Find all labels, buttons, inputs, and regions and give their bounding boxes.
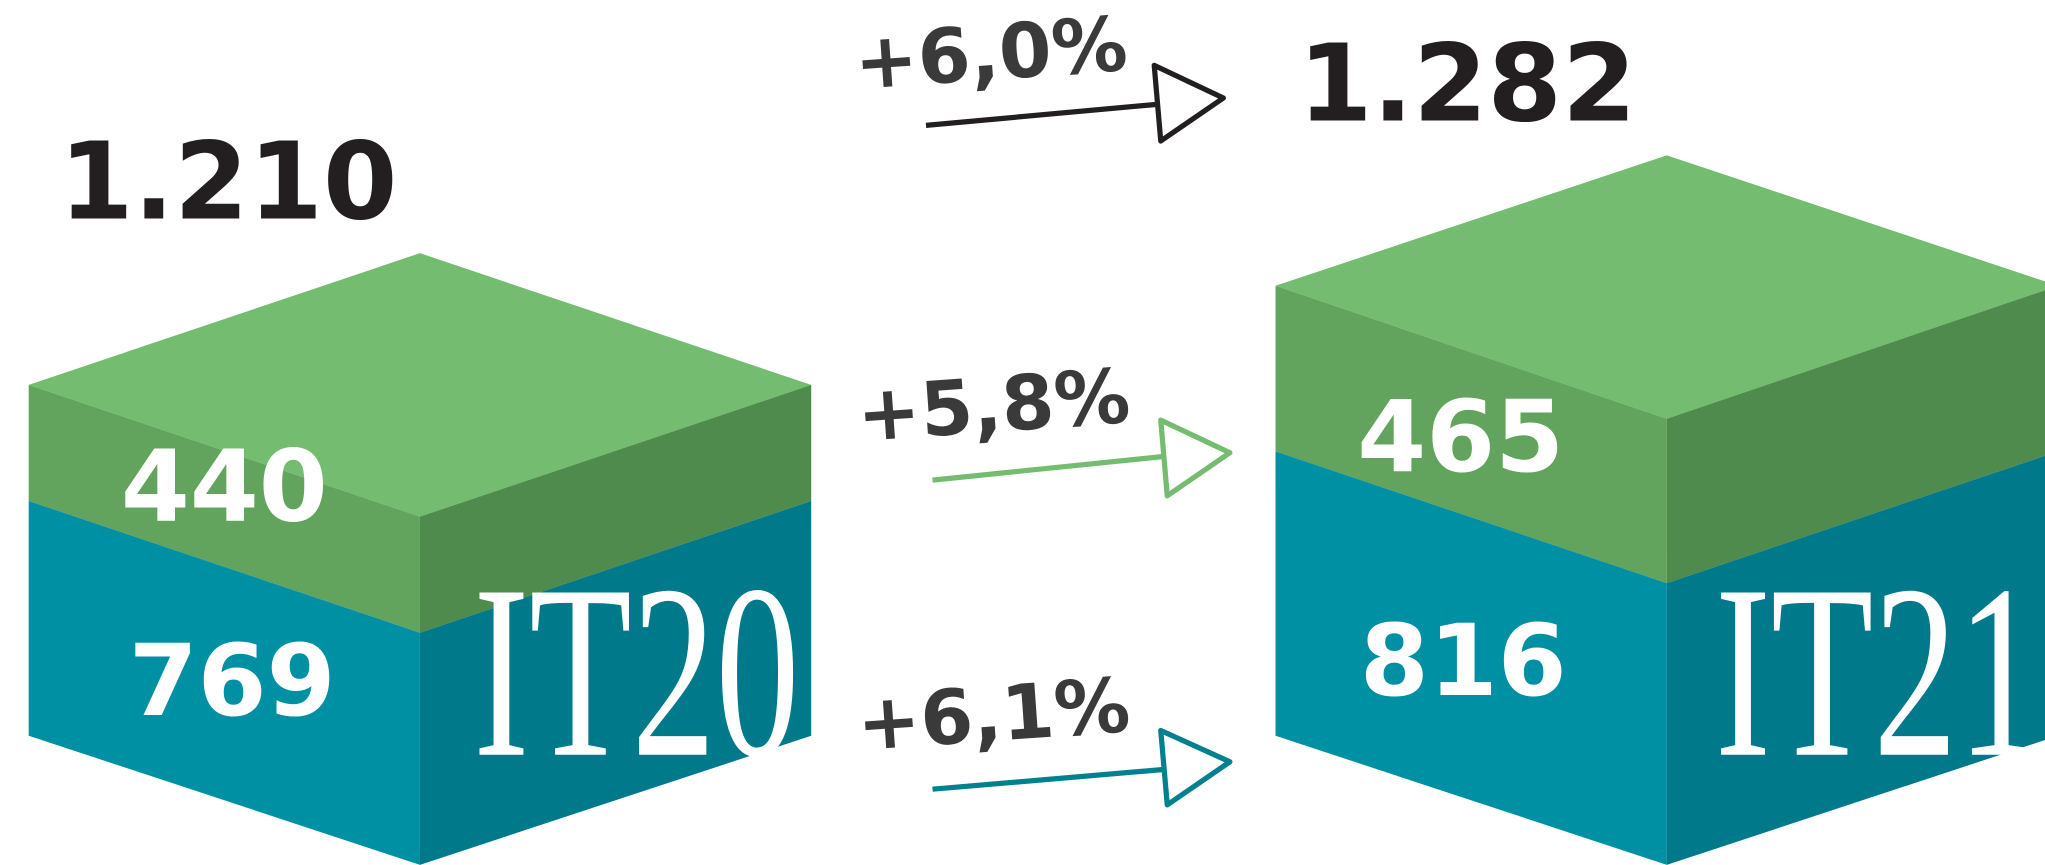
arrow-head — [1158, 727, 1233, 808]
total: 1.210 — [59, 121, 397, 245]
cube-2020: 1.210 440 769 IT20 — [28, 121, 812, 865]
growth-label: +5,8% — [854, 352, 1133, 459]
year-label: IT20 — [473, 534, 799, 809]
cube-teal-left — [28, 500, 420, 865]
arrow-line — [925, 101, 1156, 128]
cube-teal-right — [419, 500, 812, 865]
cube-green-left — [1275, 285, 1667, 584]
arrow-head — [1151, 62, 1226, 144]
bottom-value: 769 — [129, 624, 336, 739]
top-value: 440 — [121, 429, 328, 544]
top-value: 465 — [1357, 380, 1564, 495]
growth-label: +6,1% — [854, 661, 1133, 768]
cube-green-right — [1666, 290, 2045, 584]
arrow-line — [932, 454, 1163, 483]
cube-2021: 1.282 465 816 IT21 — [1275, 23, 2045, 865]
bottom-value: 816 — [1360, 604, 1567, 719]
growth-label: +6,0% — [852, 0, 1131, 107]
total: 1.282 — [1298, 23, 1636, 147]
cube-teal-left — [1275, 451, 1667, 865]
growth-top: +5,8% — [854, 352, 1233, 499]
cube-green-right — [419, 384, 812, 633]
cube-green-left — [28, 384, 420, 633]
cube-teal-right — [1666, 455, 2045, 865]
growth-bottom: +6,1% — [854, 661, 1233, 808]
growth-total: +6,0% — [852, 0, 1226, 144]
arrow-head — [1158, 417, 1233, 499]
cube-top — [1275, 155, 2045, 419]
arrow-line — [932, 767, 1163, 792]
year-label: IT21 — [1715, 534, 2041, 809]
cube-top — [28, 253, 812, 517]
